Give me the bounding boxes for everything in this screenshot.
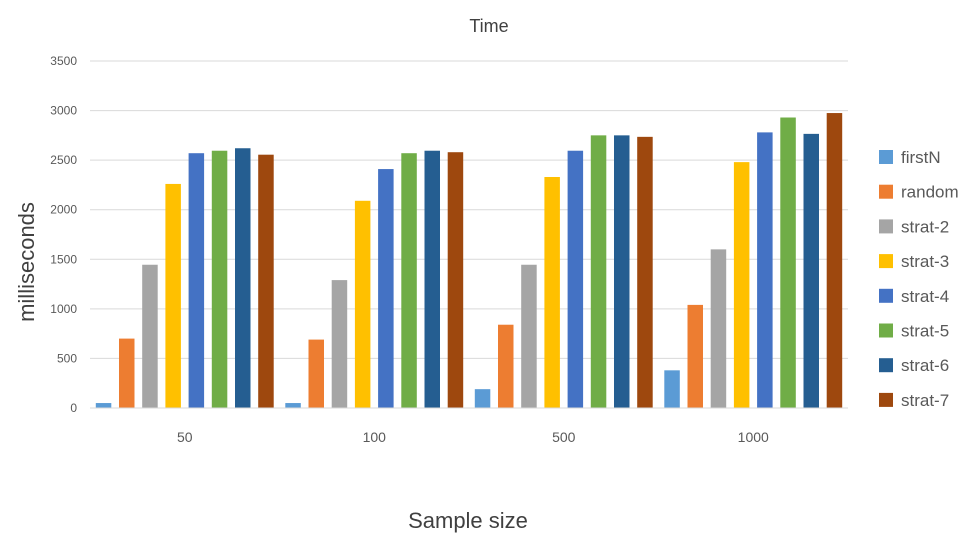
bar-strat-4-50 — [188, 153, 205, 408]
y-tick-label: 3500 — [50, 54, 77, 68]
bar-strat-3-1000 — [733, 162, 750, 408]
y-tick-label: 1000 — [50, 302, 77, 316]
legend-swatch — [879, 219, 893, 234]
y-tick-label: 2500 — [50, 153, 77, 167]
legend-item-firstN: firstN — [879, 148, 941, 167]
bars — [95, 113, 843, 409]
legend: firstN random strat-2 strat-3 strat-4 strat-5… — [879, 148, 959, 410]
y-axis-label: milliseconds — [14, 202, 39, 322]
legend-swatch — [879, 323, 893, 338]
x-tick-label: 500 — [552, 429, 576, 445]
bar-strat-5-500 — [590, 135, 607, 408]
bar-random-500 — [498, 324, 514, 408]
legend-swatch — [879, 184, 893, 199]
bar-strat-3-100 — [354, 200, 371, 408]
bar-strat-6-500 — [614, 135, 630, 408]
bar-strat-7-500 — [637, 136, 653, 408]
bar-strat-2-100 — [331, 280, 348, 408]
y-tick-label: 500 — [57, 351, 77, 365]
legend-item-strat-2: strat-2 — [879, 217, 949, 236]
legend-item-strat-6: strat-6 — [879, 356, 949, 375]
x-tick-label: 1000 — [738, 429, 769, 445]
legend-item-strat-3: strat-3 — [879, 252, 949, 271]
legend-label: strat-3 — [901, 252, 949, 271]
legend-swatch — [879, 392, 893, 407]
x-tick-label: 100 — [363, 429, 387, 445]
legend-swatch — [879, 150, 893, 164]
legend-label: random — [901, 183, 959, 202]
legend-item-strat-5: strat-5 — [879, 322, 949, 341]
legend-swatch — [879, 358, 893, 373]
legend-item-strat-4: strat-4 — [879, 287, 949, 306]
bar-strat-6-1000 — [803, 133, 819, 408]
bar-strat-5-1000 — [780, 117, 796, 409]
bar-firstN-50 — [95, 403, 112, 408]
bar-firstN-1000 — [664, 370, 680, 408]
bar-random-100 — [308, 339, 324, 408]
x-tick-label: 50 — [177, 429, 193, 445]
legend-swatch — [879, 288, 893, 303]
legend-label: strat-4 — [901, 287, 949, 306]
legend-label: firstN — [901, 148, 941, 167]
x-tick-labels: 50 100 500 1000 — [177, 429, 769, 445]
y-tick-label: 3000 — [50, 104, 77, 118]
legend-item-strat-7: strat-7 — [879, 391, 949, 410]
legend-label: strat-7 — [901, 391, 949, 410]
bar-strat-5-100 — [401, 153, 417, 408]
legend-label: strat-6 — [901, 356, 949, 375]
bar-strat-3-50 — [165, 183, 181, 408]
bar-strat-4-100 — [378, 169, 394, 408]
y-tick-label: 1500 — [50, 252, 77, 266]
bar-strat-6-50 — [235, 148, 251, 408]
bar-strat-4-500 — [567, 150, 584, 408]
bar-firstN-500 — [474, 389, 491, 408]
bar-strat-2-1000 — [710, 249, 727, 408]
x-axis-label: Sample size — [408, 508, 528, 533]
bar-strat-7-50 — [258, 154, 274, 408]
bar-firstN-100 — [285, 403, 301, 408]
legend-label: strat-5 — [901, 322, 949, 341]
y-tick-labels: 0 500 1000 1500 2000 2500 3000 3500 — [50, 54, 77, 415]
bar-strat-4-1000 — [757, 132, 773, 408]
bar-strat-7-100 — [447, 152, 464, 408]
bar-strat-7-1000 — [826, 113, 843, 409]
bar-strat-2-500 — [521, 264, 537, 408]
chart-title: Time — [469, 16, 508, 36]
bar-strat-2-50 — [142, 264, 158, 408]
y-tick-label: 0 — [70, 401, 77, 415]
legend-label: strat-2 — [901, 217, 949, 236]
bar-strat-5-50 — [211, 150, 228, 408]
bar-strat-3-500 — [544, 176, 560, 408]
bar-strat-6-100 — [424, 150, 440, 408]
bar-random-50 — [119, 338, 135, 408]
legend-item-random: random — [879, 183, 959, 202]
y-tick-label: 2000 — [50, 203, 77, 217]
legend-swatch — [879, 254, 893, 269]
bar-random-1000 — [687, 304, 703, 408]
